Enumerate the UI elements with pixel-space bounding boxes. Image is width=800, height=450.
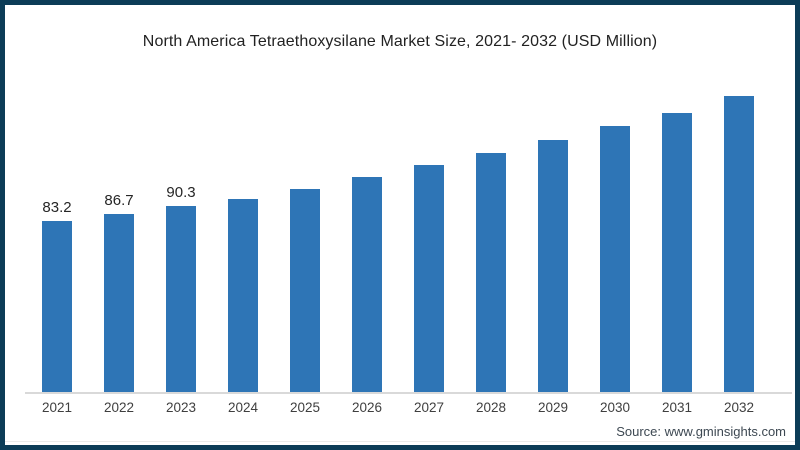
chart-bar-2026 (352, 177, 382, 393)
source-text: Source: www.gminsights.com (616, 424, 786, 439)
chart-bar-2021 (42, 221, 72, 393)
x-axis-line (25, 392, 792, 394)
x-tick-label-2021: 2021 (41, 400, 73, 415)
bar-column (274, 184, 336, 393)
x-tick-label-2026: 2026 (351, 400, 383, 415)
bar-column (584, 121, 646, 393)
x-tick-label-2031: 2031 (661, 400, 693, 415)
chart-bar-2029 (538, 140, 568, 393)
x-tick-label-2023: 2023 (165, 400, 197, 415)
bar-column (646, 108, 708, 393)
chart-bar-2030 (600, 126, 630, 393)
x-axis-labels: 2021 2022 2023 2024 2025 2026 2027 2028 2029 2030… (26, 400, 770, 415)
bar-column: 83.2 (26, 199, 88, 393)
footer-divider (5, 441, 795, 442)
bar-value-label: 86.7 (104, 192, 134, 209)
bar-value-label: 90.3 (166, 184, 196, 201)
chart-bar-2024 (228, 199, 258, 393)
bar-column: 90.3 (150, 184, 212, 393)
bar-column (398, 160, 460, 393)
x-tick-label-2027: 2027 (413, 400, 445, 415)
bar-value-label: 83.2 (42, 199, 72, 216)
bar-column (522, 135, 584, 393)
x-tick-label-2029: 2029 (537, 400, 569, 415)
bars-container: 83.2 86.7 90.3 (26, 91, 770, 393)
chart-bar-2027 (414, 165, 444, 393)
chart-title: North America Tetraethoxysilane Market S… (142, 33, 658, 50)
chart-bar-2031 (662, 113, 692, 393)
chart-bar-2028 (476, 153, 506, 393)
chart-bar-2025 (290, 189, 320, 393)
x-tick-label-2025: 2025 (289, 400, 321, 415)
bar-column (460, 148, 522, 393)
chart-bar-2023 (166, 206, 196, 393)
x-tick-label-2032: 2032 (723, 400, 755, 415)
x-tick-label-2028: 2028 (475, 400, 507, 415)
x-tick-label-2030: 2030 (599, 400, 631, 415)
chart-bar-2032 (724, 96, 754, 393)
bar-column (336, 172, 398, 393)
bar-column (212, 194, 274, 393)
bar-column (708, 91, 770, 393)
x-tick-label-2022: 2022 (103, 400, 135, 415)
bar-column: 86.7 (88, 192, 150, 393)
chart-bar-2022 (104, 214, 134, 393)
x-tick-label-2024: 2024 (227, 400, 259, 415)
